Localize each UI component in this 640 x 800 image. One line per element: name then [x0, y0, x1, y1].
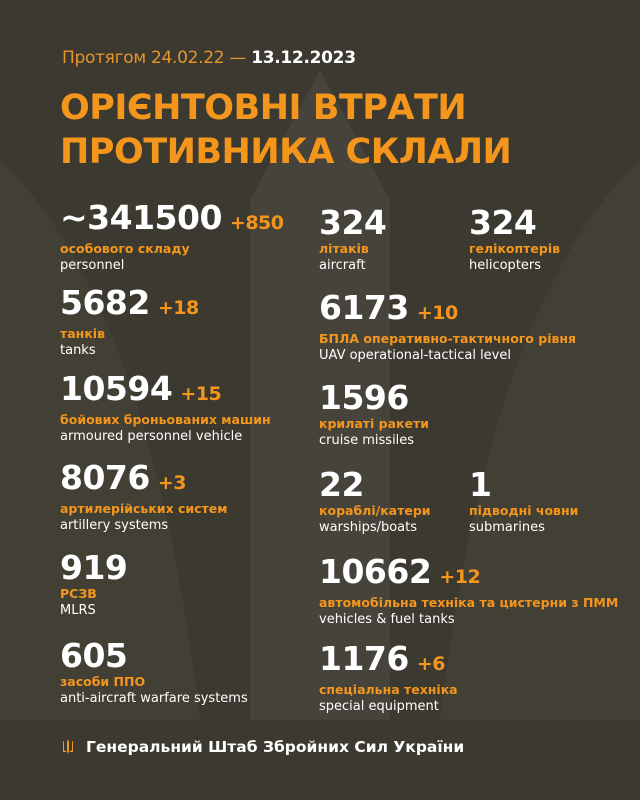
stat-personnel: ~341500 +850 особового складу personnel [60, 198, 284, 274]
stat-vehicles: 10662 +12 автомобільна техніка та цистерни… [319, 552, 619, 628]
stat-special-equipment: 1176 +6 спеціальна техніка special equipmen… [319, 639, 458, 715]
stat-tanks: 5682 +18 танків tanks [60, 283, 199, 359]
stat-apv: 10594 +15 бойових броньованих машин armoure… [60, 369, 271, 445]
trident-icon [63, 739, 73, 754]
period: Протягом 24.02.22 — 13.12.2023 [62, 48, 356, 68]
footer-text: Генеральний Штаб Збройних Сил України [86, 738, 465, 756]
stat-artillery: 8076 +3 артилерійських систем artillery sys… [60, 458, 228, 534]
stat-aircraft: 324 літаків aircraft [319, 203, 387, 274]
stat-cruise-missiles: 1596 крилаті ракети cruise missiles [319, 378, 430, 449]
footer: Генеральний Штаб Збройних Сил України [62, 738, 464, 756]
stat-uav: 6173 +10 БПЛА оперативно-тактичного рівня U… [319, 288, 577, 364]
stat-submarines: 1 підводні човни submarines [469, 465, 579, 536]
stat-mlrs: 919 РСЗВ MLRS [60, 548, 128, 619]
stat-air-defense: 605 засоби ППО anti-aircraft warfare syste… [60, 636, 248, 707]
stat-helicopters: 324 гелікоптерів helicopters [469, 203, 561, 274]
stat-warships: 22 кораблі/катери warships/boats [319, 465, 431, 536]
page-title: ОРІЄНТОВНІ ВТРАТИ ПРОТИВНИКА СКЛАЛИ [60, 88, 512, 172]
